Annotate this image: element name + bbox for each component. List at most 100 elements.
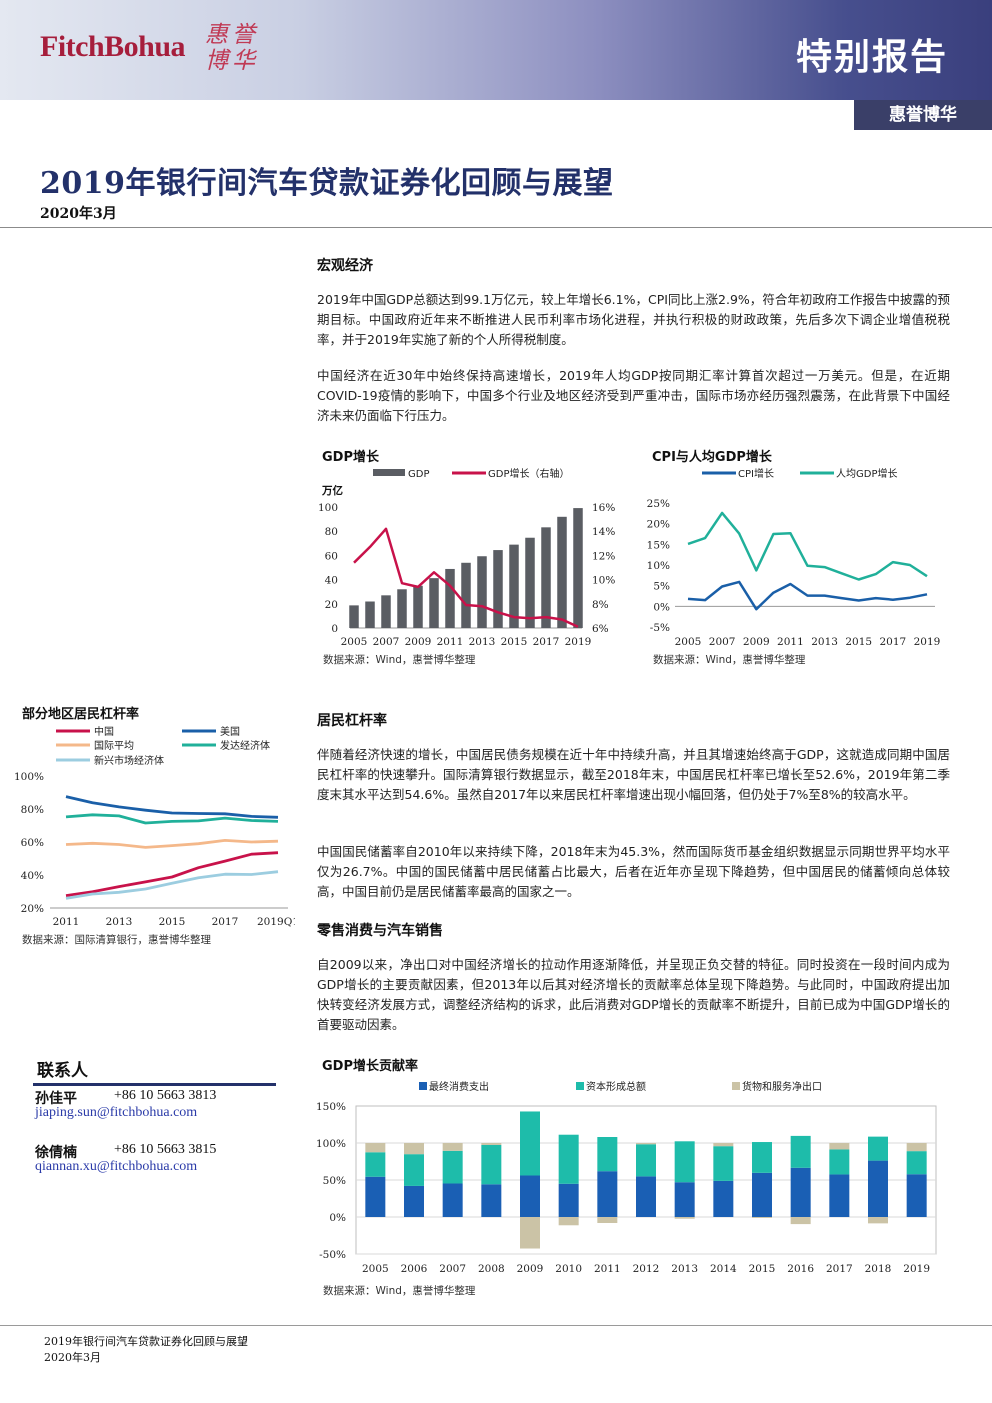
gdp-bar xyxy=(509,544,519,628)
retail-paragraph-1: 自2009以来，净出口对中国经济增长的拉动作用逐渐降低，并呈现正负交替的特征。同… xyxy=(317,957,950,1032)
contrib-y-tick: -50% xyxy=(319,1249,346,1261)
gdp-x-tick: 2007 xyxy=(373,636,400,648)
contrib-x-tick: 2012 xyxy=(633,1263,660,1275)
legend-netexp-label: 货物和服务净出口 xyxy=(742,1080,822,1093)
contrib-y-tick: 100% xyxy=(316,1138,346,1150)
cpi-y-tick: 10% xyxy=(647,560,670,572)
gdp-right-tick: 16% xyxy=(592,502,615,514)
gdp-bars xyxy=(349,508,583,628)
contrib-netexp-bar xyxy=(829,1143,850,1150)
header-divider xyxy=(0,227,992,228)
contrib-chart-legend: 最终消费支出 资本形成总额 货物和服务净出口 xyxy=(419,1080,822,1093)
page-title: 2019年银行间汽车贷款证券化回顾与展望 xyxy=(40,166,614,201)
cpi-x-tick: 2015 xyxy=(845,636,872,648)
contact-email-1[interactable]: jiaping.sun@fitchbohua.com xyxy=(35,1105,198,1120)
contrib-x-tick: 2013 xyxy=(671,1263,698,1275)
contrib-consume-bar xyxy=(520,1175,540,1217)
legend-us-label: 美国 xyxy=(220,725,240,738)
cpi-x-axis: 2005 2007 2009 2011 2013 2015 2017 2019 xyxy=(675,636,941,648)
gdp-left-axis: 100 80 60 40 20 0 xyxy=(318,502,338,635)
cpi-chart: CPI增长 人均GDP增长 25%20%15%10%5%0%-5% 2005 20… xyxy=(647,467,941,648)
contrib-x-tick: 2018 xyxy=(865,1263,892,1275)
cpi-x-tick: 2019 xyxy=(914,636,941,648)
lev-dev-line xyxy=(65,813,279,825)
lev-y-axis: 100% 80% 60% 40% 20% xyxy=(14,771,44,915)
contrib-netexp-bar xyxy=(906,1143,927,1152)
gdp-x-tick: 2013 xyxy=(469,636,496,648)
lev-us-line xyxy=(65,795,279,819)
footer-divider xyxy=(0,1325,992,1326)
contrib-y-axis: 150% 100% 50% 0% -50% xyxy=(316,1101,346,1261)
contrib-x-tick: 2011 xyxy=(594,1263,621,1275)
lev-y-tick: 60% xyxy=(21,837,44,849)
gdp-bar xyxy=(413,585,423,628)
gdp-x-tick: 2009 xyxy=(405,636,432,648)
gdp-bar xyxy=(365,601,375,628)
lev-china-line xyxy=(65,851,279,897)
cpi-x-tick: 2017 xyxy=(879,636,906,648)
contrib-capital-bar xyxy=(442,1150,463,1184)
contrib-capital-bar xyxy=(520,1111,540,1176)
gdp-right-tick: 6% xyxy=(592,623,609,635)
gdp-x-tick: 2019 xyxy=(565,636,592,648)
logo-cn-text: 惠誉博华 xyxy=(205,22,259,74)
legend-gdp-swatch xyxy=(373,469,405,476)
gdp-chart-source: 数据来源：Wind，惠誉博华整理 xyxy=(323,654,476,666)
gdp-bar xyxy=(541,527,551,628)
gdp-x-tick: 2015 xyxy=(501,636,528,648)
section-title-leverage: 居民杠杆率 xyxy=(317,713,387,729)
legend-consume-swatch xyxy=(419,1082,427,1090)
contrib-y-tick: 150% xyxy=(316,1101,346,1113)
gdp-left-unit: 万亿 xyxy=(321,484,343,497)
contrib-netexp-bar xyxy=(636,1143,656,1145)
lev-y-tick: 40% xyxy=(21,870,44,882)
gdp-left-tick: 100 xyxy=(318,502,338,514)
lev-x-tick: 2013 xyxy=(106,916,133,928)
contrib-x-axis: 2005 2006 2007 2008 2009 2010 2011 2012 2013 2014… xyxy=(362,1263,930,1275)
contrib-x-tick: 2007 xyxy=(439,1263,466,1275)
contrib-capital-bar xyxy=(558,1134,579,1184)
lev-x-tick: 2017 xyxy=(212,916,239,928)
contacts-divider xyxy=(33,1083,276,1086)
contrib-consume-bar xyxy=(558,1183,579,1217)
gdp-chart-title: GDP增长 xyxy=(322,450,379,465)
legend-cpi-label: CPI增长 xyxy=(738,467,774,480)
contrib-x-tick: 2005 xyxy=(362,1263,389,1275)
contrib-x-tick: 2008 xyxy=(478,1263,505,1275)
header-band xyxy=(0,0,992,100)
legend-capital-swatch xyxy=(576,1082,584,1090)
gdp-right-tick: 8% xyxy=(592,599,609,611)
cpi-chart-source: 数据来源：Wind，惠誉博华整理 xyxy=(653,654,806,666)
gdp-bar xyxy=(573,508,583,628)
contact-email-2[interactable]: qiannan.xu@fitchbohua.com xyxy=(35,1159,198,1174)
contrib-x-tick: 2019 xyxy=(903,1263,930,1275)
contrib-consume-bar xyxy=(713,1180,734,1217)
report-type: 特别报告 xyxy=(795,37,948,78)
contrib-capital-bar xyxy=(713,1146,734,1181)
legend-intl-label: 国际平均 xyxy=(94,740,134,752)
contrib-capital-bar xyxy=(790,1135,811,1168)
gdp-left-tick: 40 xyxy=(325,575,338,587)
contrib-consume-bar xyxy=(829,1174,850,1217)
legend-consume-label: 最终消费支出 xyxy=(429,1080,489,1093)
cpi-growth-line xyxy=(687,580,928,611)
cpi-y-tick: 15% xyxy=(647,539,670,551)
cpi-x-tick: 2009 xyxy=(743,636,770,648)
contrib-netexp-bar xyxy=(790,1217,811,1225)
contrib-x-tick: 2010 xyxy=(555,1263,582,1275)
lev-y-tick: 80% xyxy=(21,804,44,816)
contrib-x-tick: 2016 xyxy=(787,1263,814,1275)
section-title-macro: 宏观经济 xyxy=(317,258,373,274)
brand-tab: 惠誉博华 xyxy=(854,100,992,130)
legend-pgdp-label: 人均GDP增长 xyxy=(836,467,897,480)
fitchbohua-logo: FitchBohua xyxy=(40,30,186,63)
contact-name-1: 孙佳平 xyxy=(35,1091,77,1107)
lev-x-axis: 2011 2013 2015 2017 2019Q1 xyxy=(53,916,295,928)
contrib-netexp-bar xyxy=(481,1143,502,1145)
gdp-bar xyxy=(493,550,503,628)
legend-capital-label: 资本形成总额 xyxy=(586,1080,646,1093)
contrib-bars xyxy=(365,1111,927,1249)
contrib-capital-bar xyxy=(829,1149,850,1175)
contrib-x-tick: 2015 xyxy=(749,1263,776,1275)
lev-x-tick: 2019Q1 xyxy=(257,916,295,928)
